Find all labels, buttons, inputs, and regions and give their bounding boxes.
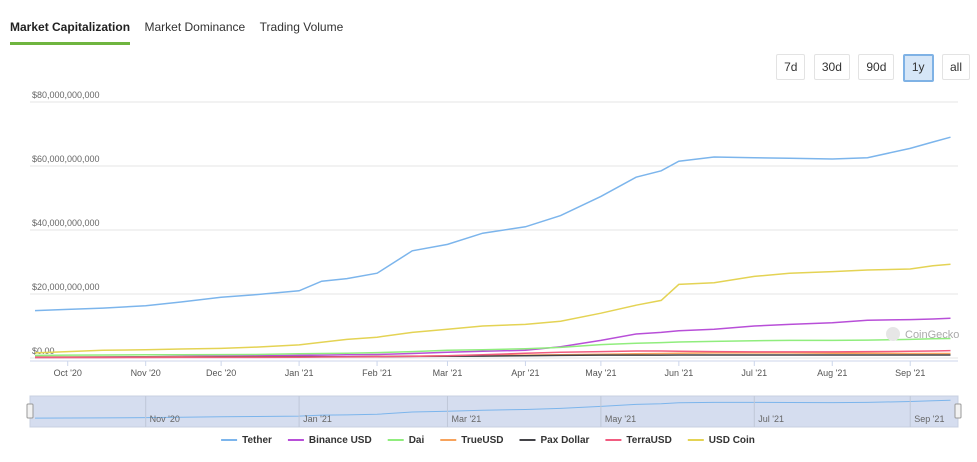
- x-tick-label: Mar '21: [433, 368, 463, 378]
- legend-item-trueusd[interactable]: TrueUSD: [440, 435, 504, 446]
- range-90d-button[interactable]: 90d: [858, 54, 895, 80]
- x-tick-label: Feb '21: [362, 368, 392, 378]
- y-tick-label: $60,000,000,000: [32, 154, 100, 164]
- navigator-tick-label: Nov '20: [150, 414, 180, 424]
- navigator-series-line: [34, 399, 951, 419]
- x-tick-label: Aug '21: [817, 368, 847, 378]
- watermark-label: CoinGecko: [905, 329, 959, 341]
- y-tick-label: $0.00: [32, 346, 55, 356]
- x-tick-label: Jan '21: [285, 368, 314, 378]
- legend-item-binance-usd[interactable]: Binance USD: [287, 435, 372, 446]
- legend-item-dai[interactable]: Dai: [387, 435, 425, 446]
- x-tick-label: May '21: [585, 368, 616, 378]
- y-tick-label: $20,000,000,000: [32, 282, 100, 292]
- navigator-right-handle[interactable]: [954, 403, 962, 419]
- navigator-tick-label: May '21: [605, 414, 636, 424]
- range-7d-button[interactable]: 7d: [776, 54, 806, 80]
- watermark: CoinGecko: [886, 327, 959, 341]
- chart-tabs: Market Capitalization Market Dominance T…: [10, 14, 353, 45]
- navigator-window[interactable]: [29, 395, 959, 428]
- x-tick-label: Nov '20: [131, 368, 161, 378]
- navigator-tick-label: Sep '21: [914, 414, 944, 424]
- series-line-tether[interactable]: [34, 136, 951, 312]
- y-tick-label: $80,000,000,000: [32, 90, 100, 100]
- legend-label: TerraUSD: [626, 435, 671, 446]
- series-line-dai[interactable]: [34, 337, 951, 357]
- x-tick-label: Apr '21: [511, 368, 539, 378]
- x-tick-label: Jul '21: [741, 368, 767, 378]
- navigator: Nov '20 Jan '21 Mar '21 May '21 Jul '21 Sep '…: [26, 395, 962, 428]
- x-tick-label: Sep '21: [895, 368, 925, 378]
- range-selector: 7d 30d 90d 1y all: [772, 54, 970, 82]
- legend-item-usd-coin[interactable]: USD Coin: [687, 435, 755, 446]
- series-line-usd-coin[interactable]: [34, 263, 951, 354]
- y-axis-ticks: $0.00 $20,000,000,000 $40,000,000,000 $60,0…: [32, 90, 100, 356]
- legend-label: TrueUSD: [461, 435, 503, 446]
- range-all-button[interactable]: all: [941, 54, 970, 80]
- range-1y-button[interactable]: 1y: [902, 54, 934, 82]
- x-axis: Oct '20 Nov '20 Dec '20 Jan '21 Feb '21 Mar '…: [30, 360, 958, 378]
- legend-item-tether[interactable]: Tether: [221, 435, 272, 446]
- legend-label: Tether: [242, 435, 272, 446]
- x-tick-label: Jun '21: [664, 368, 693, 378]
- tab-market-dominance[interactable]: Market Dominance: [144, 20, 246, 34]
- navigator-tick-label: Jul '21: [758, 414, 784, 424]
- x-tick-label: Dec '20: [206, 368, 236, 378]
- tab-market-capitalization[interactable]: Market Capitalization: [10, 14, 131, 45]
- legend-label: Binance USD: [309, 435, 372, 446]
- legend-label: USD Coin: [709, 435, 755, 446]
- legend-item-terrausd[interactable]: TerraUSD: [605, 435, 672, 446]
- navigator-tick-label: Jan '21: [303, 414, 332, 424]
- range-30d-button[interactable]: 30d: [813, 54, 850, 80]
- grid-lines: [30, 101, 958, 359]
- series-lines: [34, 136, 951, 359]
- legend-label: Pax Dollar: [541, 435, 590, 446]
- legend-item-pax-dollar[interactable]: Pax Dollar: [519, 435, 590, 446]
- y-tick-label: $40,000,000,000: [32, 218, 100, 228]
- series-line-terrausd[interactable]: [35, 349, 951, 359]
- navigator-tick-label: Mar '21: [451, 414, 481, 424]
- legend-label: Dai: [409, 435, 425, 446]
- coingecko-logo-icon: [886, 327, 900, 341]
- navigator-left-handle[interactable]: [26, 403, 34, 419]
- legend: Tether Binance USD Dai TrueUSD Pax Dollar Ter…: [221, 435, 755, 446]
- tab-trading-volume[interactable]: Trading Volume: [259, 20, 344, 34]
- x-tick-label: Oct '20: [54, 368, 82, 378]
